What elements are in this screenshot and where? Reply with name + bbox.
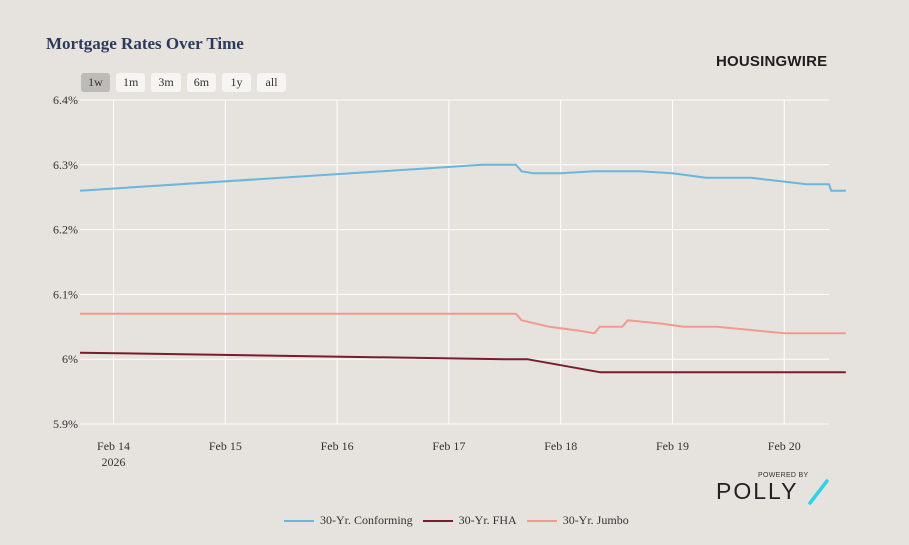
x-tick-label: Feb 20 <box>768 439 801 453</box>
polly-slash-icon <box>808 479 829 505</box>
range-button-6m[interactable]: 6m <box>186 73 217 92</box>
range-button-1y[interactable]: 1y <box>222 73 252 92</box>
legend-item-jumbo[interactable]: 30-Yr. Jumbo <box>526 513 629 528</box>
x-tick-label: Feb 18 <box>544 439 577 453</box>
y-tick-label: 6.1% <box>53 287 78 301</box>
series-line-conforming <box>79 163 846 192</box>
range-button-1m[interactable]: 1m <box>116 73 146 92</box>
y-tick-label: 6.2% <box>53 223 78 237</box>
range-button-3m[interactable]: 3m <box>151 73 181 92</box>
series-line-fha <box>79 351 846 374</box>
legend-item-conforming[interactable]: 30-Yr. Conforming <box>284 513 413 528</box>
range-button-all[interactable]: all <box>257 73 287 92</box>
y-tick-label: 5.9% <box>53 417 78 431</box>
polly-logo: POLLY <box>716 478 799 504</box>
legend-label-fha: 30-Yr. FHA <box>458 513 517 527</box>
legend-swatch-conforming <box>284 519 314 522</box>
range-button-1w[interactable]: 1w <box>81 73 110 92</box>
chart-legend: 30-Yr. Conforming 30-Yr. FHA 30-Yr. Jumb… <box>284 513 629 528</box>
legend-swatch-fha <box>422 519 453 522</box>
legend-label-jumbo: 30-Yr. Jumbo <box>562 513 629 527</box>
series-line-jumbo <box>80 312 846 335</box>
legend-label-conforming: 30-Yr. Conforming <box>320 513 413 527</box>
x-tick-label: Feb 19 <box>656 439 689 453</box>
legend-swatch-jumbo <box>526 519 557 522</box>
chart-title: Mortgage Rates Over Time <box>46 34 244 53</box>
powered-by-label: POWERED BY <box>758 472 809 479</box>
x-tick-label: Feb 14 <box>97 439 130 453</box>
x-tick-sublabel: 2026 <box>102 455 126 469</box>
range-selector: 1w 1m 3m 6m 1y all <box>81 73 287 92</box>
legend-item-fha[interactable]: 30-Yr. FHA <box>422 513 517 528</box>
y-tick-label: 6% <box>62 352 78 366</box>
y-tick-label: 6.3% <box>53 158 78 172</box>
x-tick-label: Feb 16 <box>321 439 354 453</box>
y-tick-label: 6.4% <box>53 93 78 107</box>
x-tick-label: Feb 15 <box>209 439 242 453</box>
housingwire-logo: HOUSINGWIRE <box>716 53 828 70</box>
x-tick-label: Feb 17 <box>432 439 465 453</box>
